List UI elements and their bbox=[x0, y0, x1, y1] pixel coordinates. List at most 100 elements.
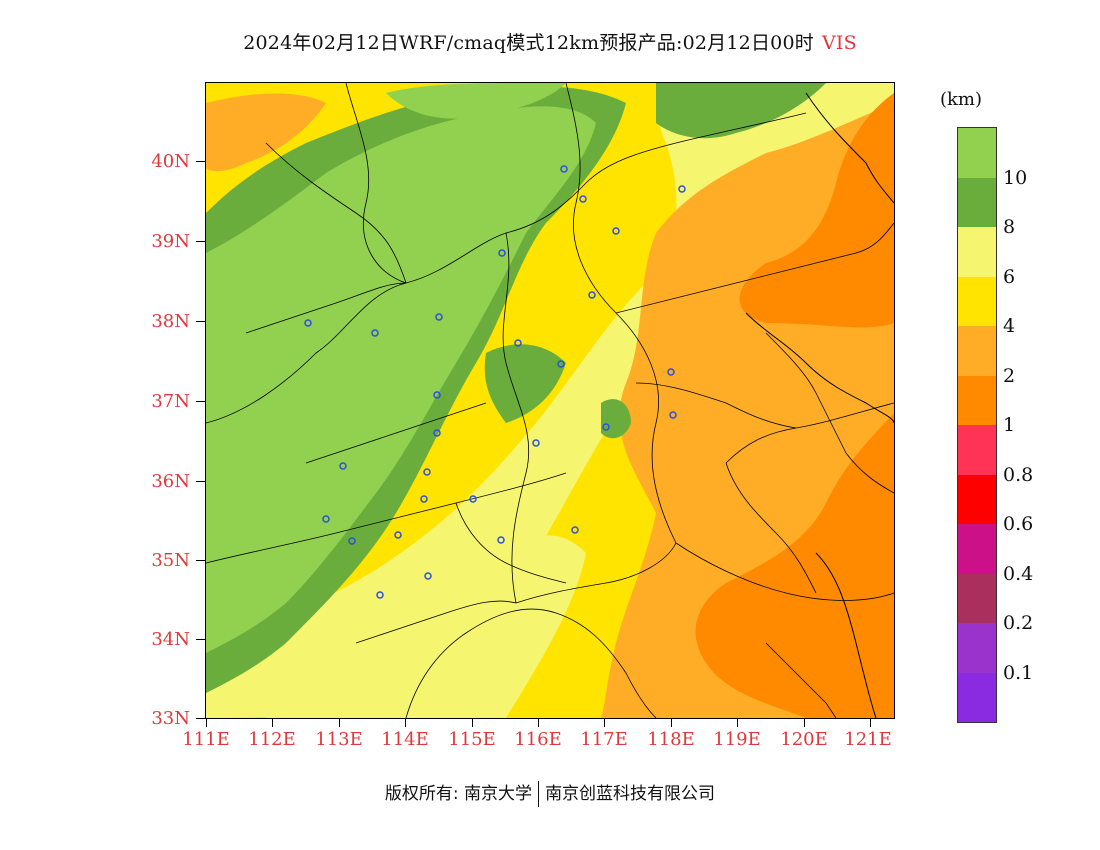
footer: 版权所有: 南京大学 南京创蓝科技有限公司 bbox=[0, 779, 1100, 807]
legend-tick-label: 0.8 bbox=[1003, 463, 1034, 486]
legend-swatch bbox=[958, 672, 996, 722]
legend-swatch bbox=[958, 524, 996, 574]
lat-tick bbox=[196, 639, 205, 640]
lat-label-37n: 37N bbox=[151, 391, 190, 412]
station-marker bbox=[423, 468, 431, 476]
lat-label-39n: 39N bbox=[151, 231, 190, 252]
legend-swatch bbox=[958, 425, 996, 475]
station-marker bbox=[322, 515, 330, 523]
station-marker bbox=[532, 439, 540, 447]
lon-label-120e: 120E bbox=[780, 729, 828, 750]
administrative-borders bbox=[206, 83, 894, 718]
station-markers bbox=[304, 165, 686, 599]
visibility-map[interactable] bbox=[205, 82, 895, 719]
lon-tick bbox=[405, 719, 406, 727]
lon-label-121e: 121E bbox=[844, 729, 892, 750]
legend-tick-label: 1 bbox=[1003, 414, 1016, 436]
station-marker bbox=[514, 339, 522, 347]
legend-tick-label: 0.2 bbox=[1003, 612, 1034, 634]
legend-tick-label: 2 bbox=[1003, 364, 1016, 387]
lat-label-38n: 38N bbox=[151, 311, 190, 332]
station-marker bbox=[669, 411, 677, 419]
legend-tick-label: 8 bbox=[1003, 216, 1016, 238]
zone-8-10-northeast bbox=[656, 83, 826, 139]
station-marker bbox=[394, 531, 402, 539]
legend-swatch bbox=[958, 623, 996, 673]
legend-colorbar bbox=[957, 127, 997, 723]
lon-label-114e: 114E bbox=[381, 729, 429, 750]
footer-separator bbox=[538, 781, 540, 807]
legend-tick-label: 6 bbox=[1003, 265, 1016, 288]
lon-tick bbox=[272, 719, 273, 727]
lat-tick bbox=[196, 401, 205, 402]
title-variable: VIS bbox=[821, 32, 857, 54]
legend-swatch bbox=[958, 375, 996, 425]
lon-tick bbox=[870, 719, 871, 727]
station-marker bbox=[376, 591, 384, 599]
lon-label-116e: 116E bbox=[514, 729, 562, 750]
lat-tick bbox=[196, 481, 205, 482]
legend-tick-label: 4 bbox=[1003, 315, 1016, 337]
station-marker bbox=[435, 313, 443, 321]
station-marker bbox=[612, 227, 620, 235]
footer-copyright: 版权所有: 南京大学 bbox=[384, 784, 533, 804]
chart-title: 2024年02月12日WRF/cmaq模式12km预报产品:02月12日00时 V… bbox=[0, 28, 1100, 55]
zone-above-10 bbox=[206, 106, 596, 653]
lon-label-119e: 119E bbox=[713, 729, 761, 750]
lon-tick bbox=[538, 719, 539, 727]
zone-6-8-south bbox=[266, 535, 586, 718]
coastline bbox=[745, 92, 894, 718]
lat-tick bbox=[196, 161, 205, 162]
station-marker bbox=[304, 319, 312, 327]
station-marker bbox=[348, 537, 356, 545]
lat-tick bbox=[196, 321, 205, 322]
lon-tick bbox=[604, 719, 605, 727]
legend-swatch bbox=[958, 326, 996, 376]
legend-swatch bbox=[958, 227, 996, 277]
station-marker bbox=[420, 495, 428, 503]
legend-tick-label: 0.6 bbox=[1003, 513, 1034, 535]
lon-tick bbox=[206, 719, 207, 727]
lon-label-118e: 118E bbox=[647, 729, 695, 750]
station-marker bbox=[602, 423, 610, 431]
legend-swatch bbox=[958, 474, 996, 524]
lat-tick bbox=[196, 241, 205, 242]
legend-tick-label: 0.1 bbox=[1003, 661, 1034, 684]
legend-swatch bbox=[958, 276, 996, 326]
lon-tick bbox=[671, 719, 672, 727]
legend-swatch bbox=[958, 177, 996, 227]
station-marker bbox=[433, 429, 441, 437]
title-main: 2024年02月12日WRF/cmaq模式12km预报产品:02月12日00时 bbox=[243, 32, 814, 54]
legend-swatch bbox=[958, 128, 996, 178]
station-marker bbox=[557, 360, 565, 368]
station-marker bbox=[571, 526, 579, 534]
zone-above-10-north bbox=[386, 83, 566, 119]
lat-label-33n: 33N bbox=[151, 708, 190, 729]
lat-label-36n: 36N bbox=[151, 471, 190, 492]
lon-label-112e: 112E bbox=[248, 729, 296, 750]
lat-label-34n: 34N bbox=[151, 629, 190, 650]
station-marker bbox=[339, 462, 347, 470]
legend-unit: (km) bbox=[940, 89, 983, 110]
station-marker bbox=[424, 572, 432, 580]
lat-label-40n: 40N bbox=[151, 151, 190, 172]
zone-8-10-central bbox=[484, 344, 566, 423]
lon-tick bbox=[339, 719, 340, 727]
station-marker bbox=[588, 291, 596, 299]
lon-label-113e: 113E bbox=[315, 729, 363, 750]
visibility-map-svg bbox=[206, 83, 894, 718]
station-marker bbox=[497, 536, 505, 544]
legend-tick-label: 10 bbox=[1003, 166, 1028, 189]
zone-2-4-northwest bbox=[206, 93, 326, 172]
legend-swatch bbox=[958, 573, 996, 623]
lon-tick bbox=[472, 719, 473, 727]
station-marker bbox=[678, 185, 686, 193]
lon-label-111e: 111E bbox=[182, 729, 230, 750]
lat-tick bbox=[196, 718, 205, 719]
station-marker bbox=[433, 391, 441, 399]
lon-tick bbox=[804, 719, 805, 727]
station-marker bbox=[667, 368, 675, 376]
legend-tick-label: 0.4 bbox=[1003, 562, 1034, 585]
lat-label-35n: 35N bbox=[151, 550, 190, 571]
